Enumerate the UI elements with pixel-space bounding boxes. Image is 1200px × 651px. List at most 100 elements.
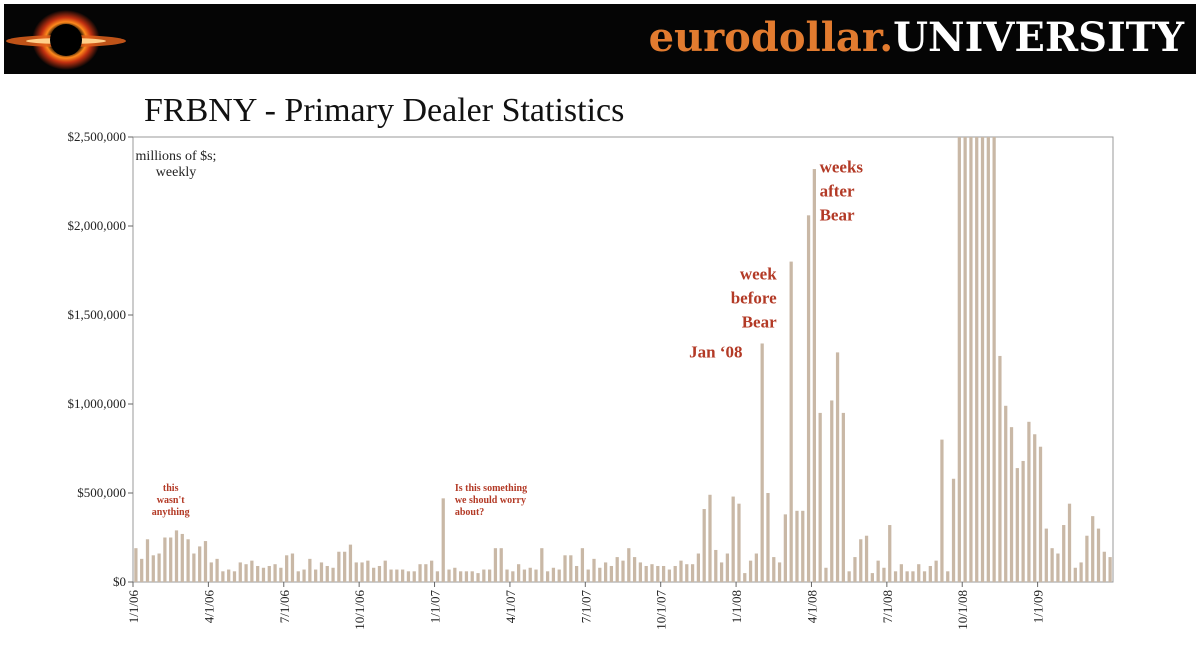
- bar: [702, 509, 706, 582]
- bar: [325, 565, 329, 582]
- bar: [859, 539, 863, 582]
- y-tick-label: $500,000: [77, 485, 126, 500]
- bar: [1096, 528, 1101, 582]
- bar: [435, 571, 440, 582]
- bar: [314, 569, 318, 582]
- bar: [969, 137, 973, 582]
- bar: [540, 548, 544, 582]
- bar: [714, 549, 718, 582]
- bar: [609, 565, 614, 582]
- bar: [888, 525, 892, 582]
- bar: [180, 533, 184, 582]
- bar: [951, 478, 956, 582]
- bar: [244, 564, 248, 582]
- chart-annotation: wasn't: [157, 495, 185, 506]
- page-title: FRBNY - Primary Dealer Statistics: [144, 92, 625, 129]
- bar: [638, 562, 643, 582]
- bar: [934, 560, 938, 582]
- chart-annotation: Is this something: [455, 483, 527, 494]
- bar: [690, 564, 695, 582]
- bar: [592, 558, 596, 582]
- bar: [1050, 548, 1054, 582]
- black-hole-logo-icon: [6, 10, 126, 70]
- bar: [389, 569, 393, 582]
- bar: [835, 352, 840, 582]
- bar: [957, 137, 961, 582]
- bar: [308, 558, 312, 582]
- bar: [719, 562, 724, 582]
- bar: [1044, 528, 1048, 582]
- brand-wordmark: eurodollar.UNIVERSITY: [649, 12, 1184, 64]
- bar: [522, 569, 527, 582]
- bar: [343, 551, 347, 582]
- bar: [395, 569, 399, 582]
- bar: [174, 530, 179, 582]
- bar: [986, 137, 990, 582]
- bar: [661, 565, 666, 582]
- chart-annotation: this: [163, 483, 179, 494]
- y-tick-label: $2,500,000: [68, 129, 127, 144]
- bar: [743, 573, 747, 582]
- bar: [847, 571, 851, 582]
- x-tick-label: 10/1/07: [654, 590, 669, 630]
- bar: [598, 567, 602, 582]
- bar: [296, 571, 300, 582]
- chart-annotation: Bear: [820, 206, 855, 225]
- bar: [795, 510, 799, 582]
- x-tick-label: 7/1/08: [880, 590, 895, 623]
- bar: [685, 564, 689, 582]
- y-tick-label: $1,000,000: [68, 396, 127, 411]
- bar: [545, 571, 550, 582]
- bar: [163, 537, 167, 582]
- bar: [412, 571, 416, 582]
- bar: [459, 571, 463, 582]
- bar: [1009, 427, 1014, 582]
- chart-annotation: Jan ‘08: [689, 343, 742, 362]
- chart-annotation: before: [731, 288, 777, 307]
- bar: [853, 557, 857, 582]
- bar: [227, 569, 231, 582]
- bar: [569, 555, 573, 582]
- bar: [621, 560, 625, 582]
- x-tick-label: 10/1/06: [352, 590, 367, 630]
- bar: [899, 564, 903, 582]
- bar: [673, 565, 677, 582]
- bar: [354, 562, 358, 582]
- bar: [841, 412, 845, 582]
- bar: [383, 560, 387, 582]
- bar: [1091, 516, 1095, 582]
- bar: [261, 567, 266, 582]
- bar: [145, 539, 150, 582]
- bar: [940, 439, 944, 582]
- bar: [644, 565, 648, 582]
- bar: [922, 571, 927, 582]
- bar: [302, 569, 306, 582]
- bar: [963, 137, 967, 582]
- bar: [870, 573, 874, 582]
- bar: [493, 548, 498, 582]
- bar: [1067, 503, 1072, 582]
- bar: [586, 569, 590, 582]
- chart-annotation: about?: [455, 507, 484, 518]
- bar: [447, 569, 451, 582]
- bar: [806, 215, 811, 582]
- bar: [1038, 446, 1043, 582]
- bar: [731, 496, 735, 582]
- brand-university: UNIVERSITY: [893, 14, 1184, 61]
- bar: [911, 571, 915, 582]
- x-tick-label: 4/1/08: [804, 590, 819, 623]
- bar: [627, 548, 631, 582]
- bar: [517, 564, 521, 582]
- bar: [783, 514, 787, 582]
- bar: [580, 548, 585, 582]
- bar: [893, 571, 898, 582]
- bar: [975, 137, 979, 582]
- bar: [157, 553, 161, 582]
- bar: [656, 565, 660, 582]
- bar: [169, 537, 173, 582]
- bar: [331, 567, 335, 582]
- bar: [882, 567, 886, 582]
- chart-annotation: anything: [152, 507, 190, 518]
- bar: [511, 571, 515, 582]
